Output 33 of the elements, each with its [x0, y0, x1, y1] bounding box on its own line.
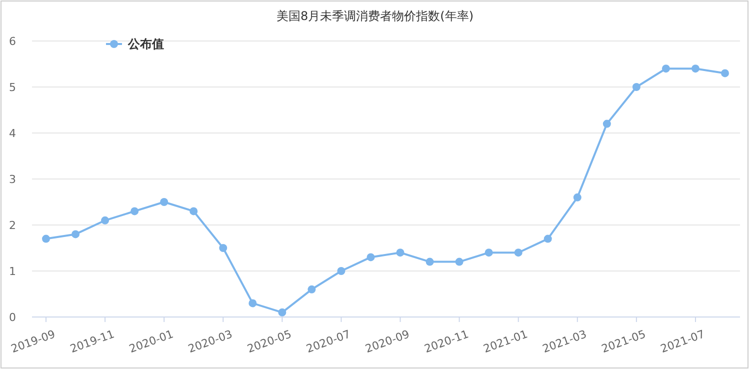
- point: [691, 64, 700, 73]
- point: [396, 248, 404, 257]
- legend-label: 公布值: [127, 37, 164, 51]
- point: [72, 230, 80, 238]
- y-tick-label: 6: [9, 35, 16, 48]
- point: [632, 83, 640, 91]
- point: [544, 234, 552, 243]
- point: [573, 193, 582, 202]
- y-tick-label: 4: [9, 127, 16, 140]
- point: [455, 258, 464, 266]
- y-tick-label: 0: [9, 311, 16, 324]
- chart-title: 美国8月未季调消费者物价指数(年率): [276, 9, 474, 23]
- point: [662, 64, 670, 73]
- point: [190, 207, 198, 216]
- point: [337, 267, 346, 275]
- y-tick-label: 5: [9, 81, 16, 94]
- point: [484, 248, 493, 257]
- point: [101, 216, 110, 224]
- point: [721, 69, 729, 78]
- y-tick-label: 3: [9, 173, 16, 186]
- point: [248, 299, 257, 308]
- point: [514, 248, 522, 257]
- point: [308, 285, 316, 294]
- y-tick-label: 2: [9, 219, 16, 232]
- point: [602, 120, 611, 128]
- y-tick-label: 1: [9, 265, 16, 278]
- point: [130, 207, 139, 216]
- point: [426, 258, 434, 266]
- point: [278, 308, 286, 316]
- point: [366, 253, 375, 262]
- point: [42, 234, 50, 243]
- point: [219, 244, 228, 252]
- point: [160, 198, 168, 206]
